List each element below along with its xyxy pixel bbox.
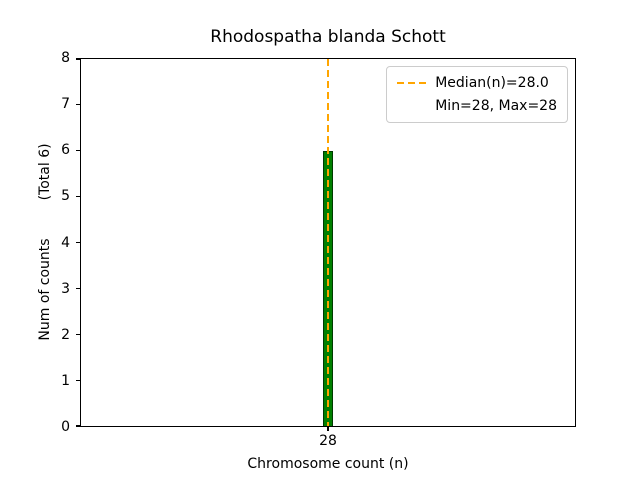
y-tick-label: 4 <box>61 234 70 251</box>
y-tick-mark <box>76 425 80 427</box>
x-tick-label: 28 <box>319 433 337 449</box>
y-axis-total-annotation: (Total 6) <box>37 143 53 201</box>
legend: Median(n)=28.0 Min=28, Max=28 <box>386 66 568 123</box>
y-tick-mark <box>76 333 80 335</box>
y-tick-label: 1 <box>61 372 70 389</box>
median-line-legend-icon <box>397 82 428 84</box>
x-tick-mark <box>327 427 329 431</box>
y-tick-label: 3 <box>61 280 70 297</box>
y-tick-mark <box>76 241 80 244</box>
y-tick-labels: 0 1 2 3 4 5 6 7 8 <box>0 51 70 434</box>
y-tick-mark <box>76 287 80 289</box>
y-tick-label: 0 <box>61 419 70 435</box>
median-line <box>327 59 329 426</box>
x-axis-label: Chromosome count (n) <box>247 456 409 472</box>
plot-area: Median(n)=28.0 Min=28, Max=28 <box>76 58 576 431</box>
legend-row-median: Median(n)=28.0 <box>397 75 557 91</box>
y-tick-mark <box>76 104 80 106</box>
legend-label-median: Median(n)=28.0 <box>435 75 549 91</box>
x-tick-labels: 28 <box>80 433 576 451</box>
y-tick-mark <box>76 379 80 381</box>
chart-title: Rhodospatha blanda Schott <box>210 27 446 47</box>
y-tick-label: 2 <box>61 326 70 343</box>
y-tick-label: 5 <box>61 188 70 205</box>
y-axis-label-text: Num of counts <box>37 238 53 341</box>
y-tick-mark <box>76 58 80 60</box>
legend-row-minmax: Min=28, Max=28 <box>397 98 557 114</box>
y-tick-mark <box>76 150 80 152</box>
y-tick-label: 8 <box>61 50 70 66</box>
y-tick-label: 6 <box>61 142 70 159</box>
y-tick-label: 7 <box>61 96 70 113</box>
y-tick-mark <box>76 196 80 198</box>
y-axis-label: Num of counts (Total 6) <box>37 143 53 340</box>
legend-label-minmax: Min=28, Max=28 <box>435 98 557 114</box>
legend-handle-empty <box>397 105 427 107</box>
